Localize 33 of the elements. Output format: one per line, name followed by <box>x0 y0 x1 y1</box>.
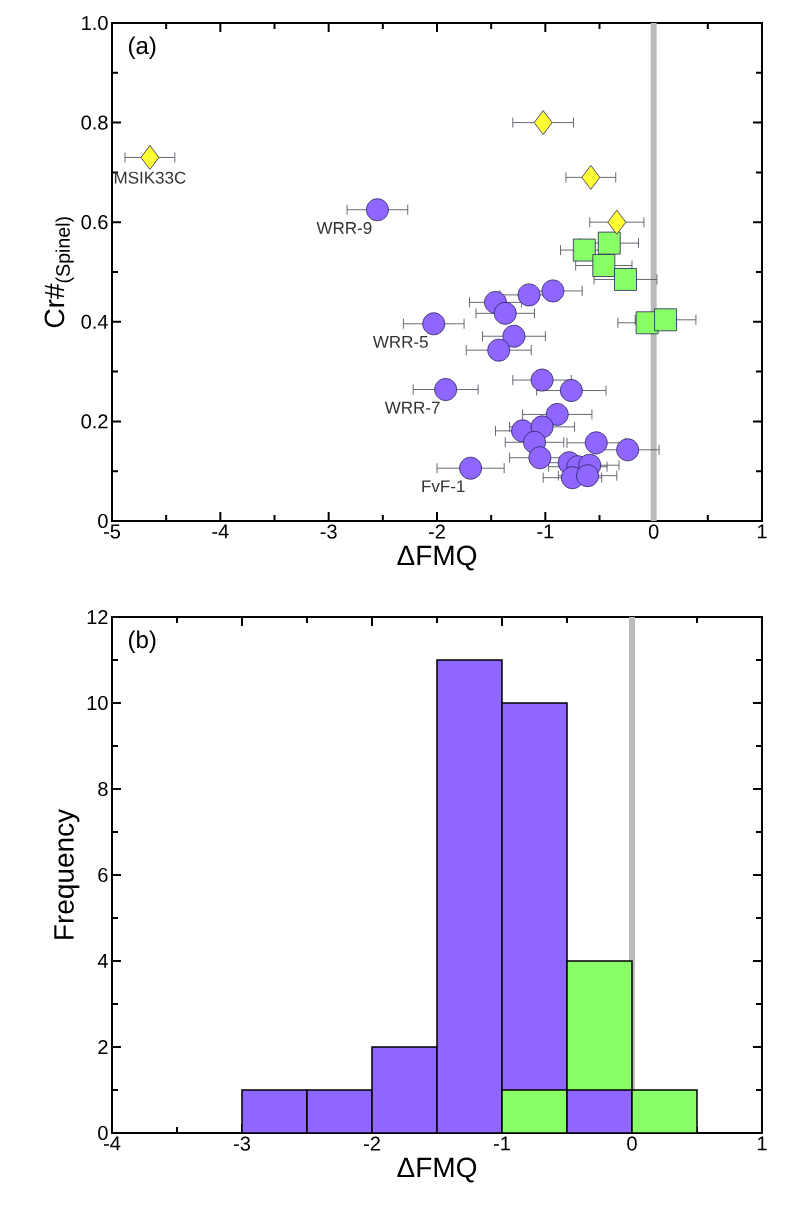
y-tick-label: 0.6 <box>81 215 108 230</box>
x-tick-label: 1 <box>757 524 767 539</box>
x-tick-label: -2 <box>364 1136 380 1151</box>
annotation: MSIK33C <box>114 171 186 184</box>
y-tick-label: 2 <box>98 1040 108 1054</box>
annotation: WRR-9 <box>316 221 372 234</box>
x-axis-title: ΔFMQ <box>397 545 477 571</box>
annotation: WRR-5 <box>372 335 428 348</box>
x-tick-label: 0 <box>648 524 659 539</box>
annotation: FvF-1 <box>422 480 465 493</box>
x-tick-label: -3 <box>320 524 337 539</box>
y-tick-label: 12 <box>87 610 108 624</box>
y-tick-label: 10 <box>87 695 108 711</box>
x-tick-label: 1 <box>757 1136 767 1151</box>
y-tick-label: 0.8 <box>81 115 108 130</box>
text: (b) <box>129 630 156 653</box>
y-axis-title: Frequency <box>54 808 80 939</box>
y-axis-title: Cr#$_{(Spinel)}$ <box>44 217 74 328</box>
y-tick-label: 6 <box>98 867 108 883</box>
x-tick-label: -1 <box>537 524 554 539</box>
x-tick-label: -4 <box>212 524 229 539</box>
x-tick-label: -3 <box>234 1136 251 1151</box>
x-tick-label: -1 <box>493 1136 510 1151</box>
annotation: WRR-7 <box>384 401 440 414</box>
text: (a) <box>129 36 156 59</box>
y-tick-label: 0.2 <box>81 414 108 429</box>
y-tick-label: 0.4 <box>81 314 108 329</box>
y-tick-label: 8 <box>98 781 108 797</box>
y-tick-label: 4 <box>97 954 108 968</box>
x-axis-title: ΔFMQ <box>397 1157 477 1183</box>
y-tick-label: 1.0 <box>82 15 108 31</box>
x-tick-label: -2 <box>429 524 445 539</box>
x-tick-label: 0 <box>627 1136 637 1151</box>
